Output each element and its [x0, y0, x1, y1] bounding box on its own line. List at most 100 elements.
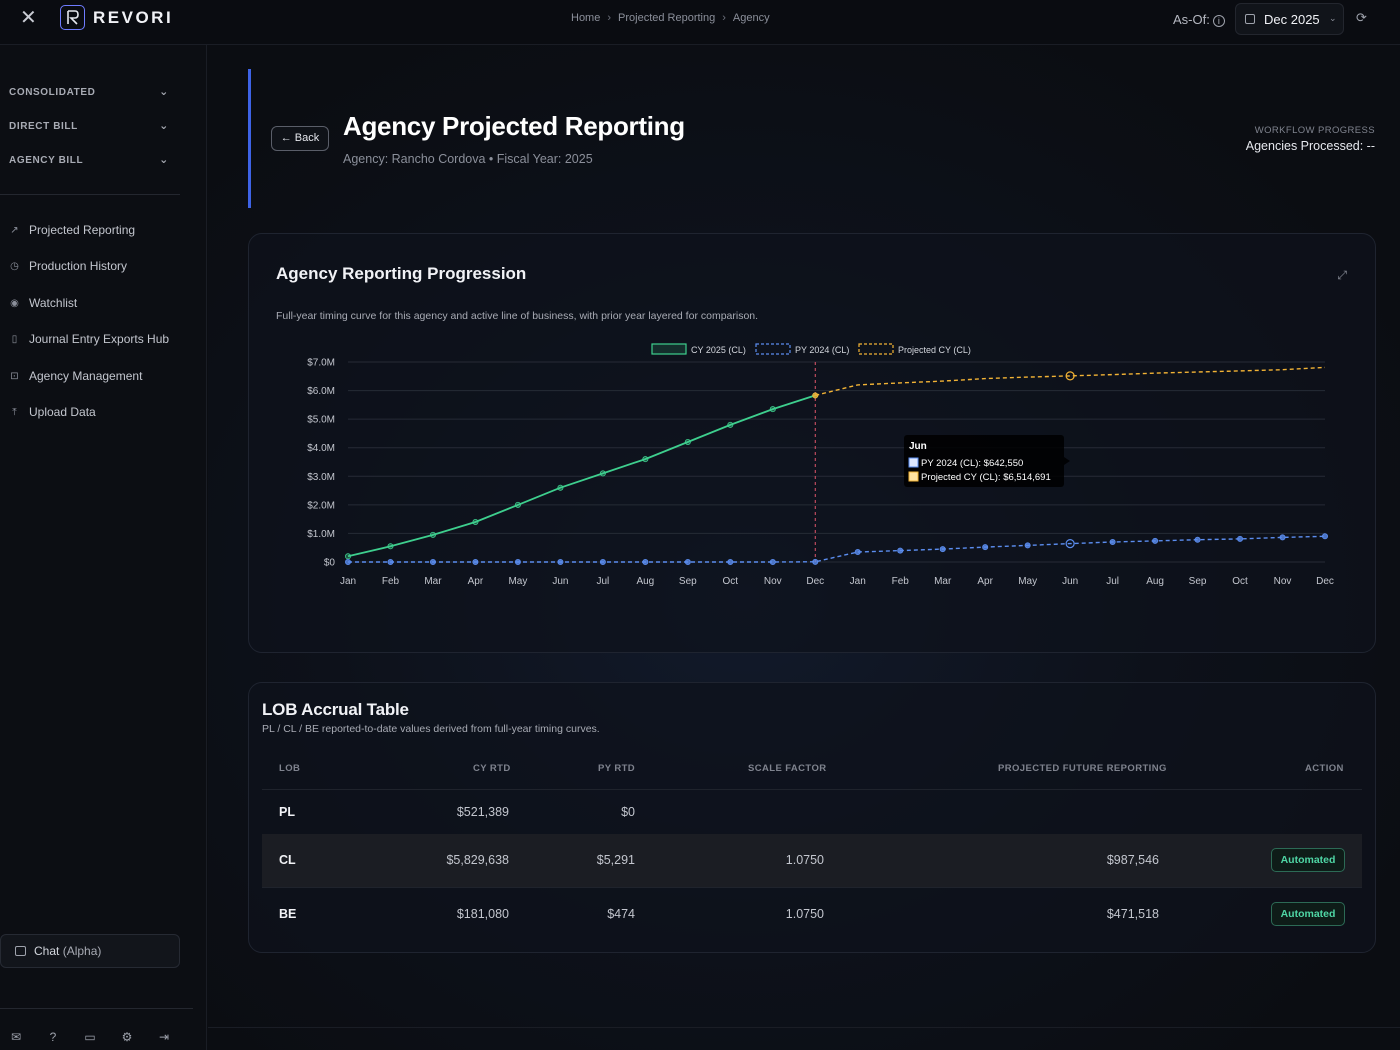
- series-point: [472, 558, 479, 565]
- gear-icon[interactable]: ⚙: [121, 1030, 133, 1044]
- refresh-icon[interactable]: ⟳: [1356, 10, 1367, 25]
- chevron-down-icon: ⌄: [159, 120, 169, 132]
- series-point: [514, 501, 521, 508]
- sidebar-item-upload-data[interactable]: ⤒ Upload Data: [9, 405, 95, 419]
- y-tick-label: $4.0M: [307, 443, 335, 454]
- workflow-progress-value: Agencies Processed: --: [1245, 139, 1375, 153]
- cell-lob: PL: [279, 805, 295, 819]
- tooltip-title: Jun: [909, 441, 927, 452]
- series-point: [599, 470, 606, 477]
- x-tick-label: Feb: [892, 576, 910, 587]
- sidebar-item-journal-entry-exports-hub[interactable]: ▯ Journal Entry Exports Hub: [9, 332, 169, 346]
- automated-button[interactable]: Automated: [1271, 902, 1345, 926]
- date-value: Dec 2025: [1264, 12, 1320, 27]
- chat-button[interactable]: Chat (Alpha): [0, 934, 180, 968]
- line-chart: $0 $1.0M $2.0M $3.0M $4.0M $5.0M $6.0M $7.0M Jan…: [307, 343, 1334, 587]
- sidebar-item-label: Agency Management: [29, 369, 143, 383]
- x-tick-label: Oct: [1232, 576, 1248, 587]
- top-bar: ✕ REVORI Home › Projected Reporting › Ag…: [0, 0, 1400, 45]
- chat-suffix: (Alpha): [62, 944, 102, 958]
- cell-scale-factor: 1.0750: [785, 853, 824, 867]
- sidebar-section-agency-bill[interactable]: AGENCY BILL ⌄: [9, 154, 169, 166]
- automated-button[interactable]: Automated: [1271, 848, 1345, 872]
- chart-card: Agency Reporting Progression ⤢ Full-year…: [248, 233, 1376, 653]
- chevron-down-icon: ⌄: [1329, 13, 1337, 23]
- series-line: [347, 394, 816, 558]
- info-icon[interactable]: i: [1212, 15, 1225, 27]
- series-point: [642, 558, 649, 565]
- series-line: [815, 366, 1326, 397]
- series-point: [557, 558, 564, 565]
- back-button[interactable]: ← Back: [271, 126, 329, 151]
- chevron-down-icon: ⌄: [159, 86, 169, 98]
- x-tick-label: Aug: [1146, 576, 1164, 587]
- series-point: [1065, 371, 1075, 381]
- series-point: [1194, 536, 1201, 543]
- series-point: [1152, 537, 1159, 544]
- x-tick-label: Jul: [1106, 576, 1119, 587]
- sidebar-item-production-history[interactable]: ◷ Production History: [9, 259, 127, 273]
- sidebar-divider: [0, 194, 180, 195]
- legend-label: CY 2025 (CL): [691, 345, 746, 355]
- help-icon[interactable]: ?: [49, 1030, 57, 1044]
- series-point: [769, 558, 776, 565]
- series-point: [345, 558, 352, 565]
- legend-swatch: [651, 343, 687, 355]
- chart-description: Full-year timing curve for this agency a…: [276, 310, 759, 322]
- trend-icon: ↗: [10, 224, 19, 236]
- card-icon[interactable]: ▭: [84, 1030, 96, 1044]
- x-tick-label: Feb: [382, 576, 400, 587]
- sidebar-item-label: Projected Reporting: [29, 223, 136, 237]
- file-icon: ▯: [11, 333, 18, 345]
- chat-icon: [15, 946, 26, 956]
- workflow-progress-label: WORKFLOW PROGRESS: [1254, 125, 1375, 136]
- logout-icon[interactable]: ⇥: [158, 1030, 170, 1044]
- series-point: [812, 392, 819, 399]
- cell-cy-rtd: $181,080: [456, 907, 509, 921]
- column-header-scale-factor: SCALE FACTOR: [748, 763, 827, 774]
- back-label: Back: [294, 132, 320, 144]
- sidebar-section-consolidated[interactable]: CONSOLIDATED ⌄: [9, 86, 169, 98]
- x-tick-label: Dec: [1316, 576, 1334, 587]
- table-divider: [262, 887, 1362, 888]
- x-tick-label: May: [508, 576, 527, 587]
- sidebar-item-watchlist[interactable]: ◉ Watchlist: [9, 296, 77, 310]
- expand-icon[interactable]: ⤢: [1337, 268, 1347, 282]
- chat-label: Chat (Alpha): [34, 944, 101, 958]
- tooltip-line: PY 2024 (CL): $642,550: [921, 458, 1023, 469]
- sidebar-section-direct-bill[interactable]: DIRECT BILL ⌄: [9, 120, 169, 132]
- logo-text: REVORI: [93, 8, 174, 27]
- x-tick-label: Jun: [552, 576, 568, 587]
- footer-divider: [208, 1027, 1400, 1028]
- y-tick-label: $7.0M: [307, 358, 335, 369]
- series-point: [429, 558, 436, 565]
- asof-label: As-Of: i: [1173, 12, 1225, 27]
- y-tick-label: $0: [324, 558, 336, 569]
- sidebar-item-projected-reporting[interactable]: ↗ Projected Reporting: [9, 223, 135, 237]
- series-line: [348, 535, 1326, 563]
- legend-swatch: [755, 343, 791, 355]
- x-tick-label: Apr: [977, 576, 993, 587]
- x-tick-label: Jul: [596, 576, 609, 587]
- series-point: [854, 548, 861, 555]
- breadcrumb-separator: ›: [607, 12, 612, 24]
- tooltip-swatch: [908, 471, 919, 482]
- sidebar-item-agency-management[interactable]: ⊡ Agency Management: [9, 369, 142, 383]
- x-tick-label: Nov: [764, 576, 782, 587]
- date-picker[interactable]: Dec 2025 ⌄: [1235, 3, 1344, 35]
- breadcrumb-home[interactable]: Home: [571, 12, 601, 24]
- y-tick-label: $2.0M: [307, 500, 335, 511]
- page-subtitle: Agency: Rancho Cordova • Fiscal Year: 20…: [343, 152, 593, 166]
- x-tick-label: Sep: [679, 576, 697, 587]
- x-tick-label: Jan: [850, 576, 866, 587]
- legend-label: Projected CY (CL): [898, 345, 971, 355]
- y-tick-label: $6.0M: [307, 386, 335, 397]
- series-point: [387, 543, 394, 550]
- table-row: PL $521,389 $0: [262, 790, 1362, 834]
- close-icon[interactable]: ✕: [20, 7, 37, 29]
- series-point: [514, 558, 521, 565]
- breadcrumb-projected-reporting[interactable]: Projected Reporting: [618, 12, 716, 24]
- x-tick-label: Mar: [934, 576, 952, 587]
- mail-icon[interactable]: ✉: [10, 1030, 22, 1044]
- series-point: [387, 558, 394, 565]
